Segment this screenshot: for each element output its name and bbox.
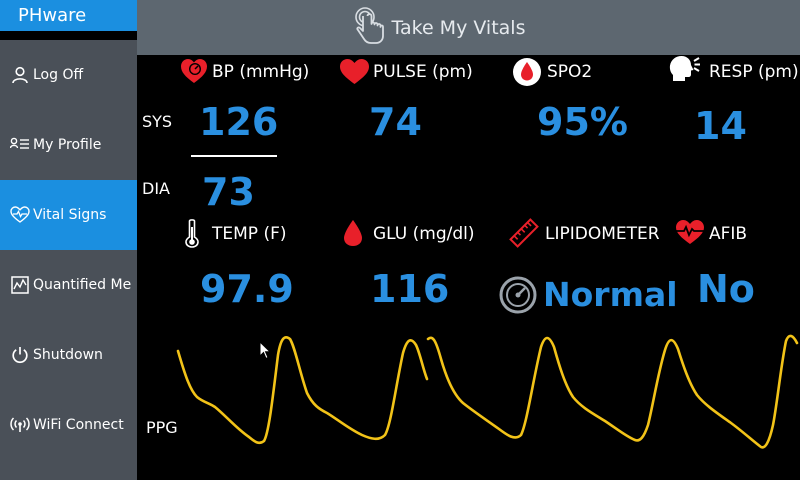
ppg-waveform xyxy=(176,334,799,449)
pulse-value: 74 xyxy=(369,100,422,144)
bp-divider xyxy=(191,155,277,157)
sidebar-item-label: Quantified Me xyxy=(33,277,132,293)
temp-label: TEMP (F) xyxy=(212,224,287,244)
spo2-label: SPO2 xyxy=(547,62,593,82)
sidebar-item-vital-signs[interactable]: Vital Signs xyxy=(0,180,137,250)
brand-divider xyxy=(0,31,137,40)
heart-pulse-icon xyxy=(10,205,30,225)
heartbeat-icon xyxy=(675,219,705,249)
sidebar: PHware Log Off My Profile Vital Signs Qu… xyxy=(0,0,137,480)
sidebar-item-label: My Profile xyxy=(33,137,102,153)
page-title: Take My Vitals xyxy=(391,16,526,39)
afib-value: No xyxy=(697,267,755,311)
afib-label: AFIB xyxy=(709,224,748,244)
thermometer-icon xyxy=(185,218,199,252)
spo2-value: 95% xyxy=(537,100,628,144)
sidebar-item-label: Vital Signs xyxy=(33,207,107,223)
brand-title: PHware xyxy=(0,0,137,31)
sidebar-item-label: Log Off xyxy=(33,67,84,83)
wifi-icon xyxy=(10,415,30,435)
profile-list-icon xyxy=(10,135,30,155)
mouse-cursor-icon xyxy=(259,340,272,364)
sidebar-item-label: Shutdown xyxy=(33,347,103,363)
lipidometer-label: LIPIDOMETER xyxy=(545,224,660,244)
bp-gauge-icon xyxy=(180,58,208,88)
lipidometer-value: Normal xyxy=(543,275,678,314)
gauge-icon xyxy=(498,275,538,319)
sidebar-item-wifi-connect[interactable]: WiFi Connect xyxy=(0,390,137,460)
sidebar-item-log-off[interactable]: Log Off xyxy=(0,40,137,110)
resp-label: RESP (pm) xyxy=(709,62,799,82)
glu-label: GLU (mg/dl) xyxy=(373,224,475,244)
glu-value: 116 xyxy=(370,267,450,311)
sidebar-item-my-profile[interactable]: My Profile xyxy=(0,110,137,180)
sidebar-item-label: WiFi Connect xyxy=(33,417,124,433)
blood-drop-icon xyxy=(512,57,542,91)
take-vitals-button[interactable]: Take My Vitals xyxy=(137,0,800,55)
user-icon xyxy=(10,65,30,85)
dia-label: DIA xyxy=(142,179,170,198)
bp-sys-value: 126 xyxy=(199,100,279,144)
ppg-label: PPG xyxy=(146,418,178,437)
bp-label: BP (mmHg) xyxy=(212,62,310,82)
resp-value: 14 xyxy=(694,104,747,148)
sidebar-item-shutdown[interactable]: Shutdown xyxy=(0,320,137,390)
pulse-label: PULSE (pm) xyxy=(373,62,473,82)
chart-icon xyxy=(10,275,30,295)
ruler-icon xyxy=(509,218,539,252)
touch-hand-icon xyxy=(352,5,388,51)
sidebar-item-quantified-me[interactable]: Quantified Me xyxy=(0,250,137,320)
power-icon xyxy=(10,345,30,365)
temp-value: 97.9 xyxy=(200,267,294,311)
bp-dia-value: 73 xyxy=(202,170,255,214)
glucose-drop-icon xyxy=(342,219,364,251)
sys-label: SYS xyxy=(142,112,173,131)
breathing-head-icon xyxy=(669,55,701,87)
heart-icon xyxy=(339,58,370,89)
